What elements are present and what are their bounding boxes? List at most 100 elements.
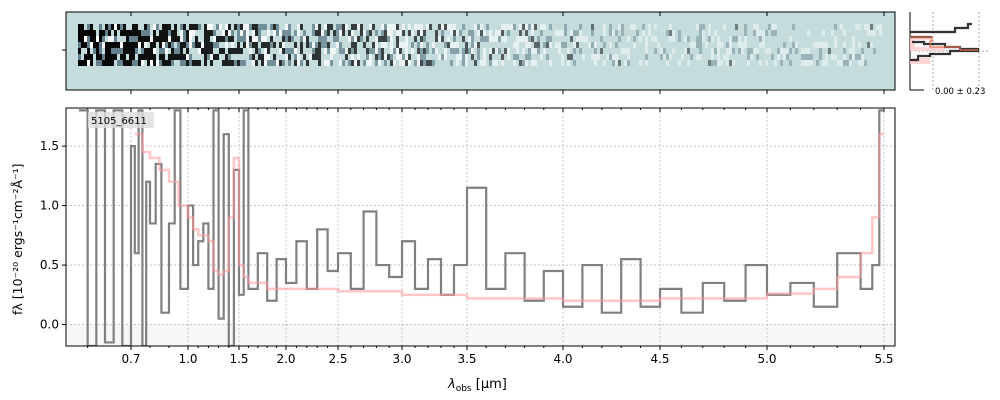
data-spectrum-line bbox=[79, 109, 884, 346]
2d-pixel bbox=[372, 42, 375, 48]
2d-pixel bbox=[90, 54, 93, 60]
2d-pixel bbox=[375, 42, 378, 48]
x-tick-label: 1.5 bbox=[229, 352, 248, 366]
2d-pixel bbox=[708, 30, 711, 36]
2d-pixel bbox=[87, 30, 90, 36]
2d-pixel bbox=[255, 36, 258, 42]
2d-pixel bbox=[759, 60, 762, 66]
2d-pixel bbox=[399, 54, 402, 60]
2d-pixel bbox=[624, 48, 627, 54]
2d-pixel bbox=[135, 42, 138, 48]
2d-pixel bbox=[159, 60, 162, 66]
side-model-line bbox=[910, 36, 978, 51]
2d-pixel bbox=[174, 48, 177, 54]
2d-pixel bbox=[717, 36, 720, 42]
2d-pixel bbox=[186, 42, 189, 48]
2d-pixel bbox=[249, 42, 252, 48]
2d-pixel bbox=[774, 30, 777, 36]
2d-pixel bbox=[216, 54, 219, 60]
2d-pixel bbox=[369, 54, 372, 60]
2d-pixel bbox=[120, 48, 123, 54]
2d-pixel bbox=[396, 54, 399, 60]
2d-pixel bbox=[759, 42, 762, 48]
2d-pixel bbox=[870, 30, 873, 36]
2d-pixel bbox=[594, 42, 597, 48]
2d-pixel bbox=[531, 60, 534, 66]
2d-pixel bbox=[357, 60, 360, 66]
2d-pixel bbox=[591, 54, 594, 60]
2d-pixel bbox=[384, 30, 387, 36]
2d-pixel bbox=[762, 42, 765, 48]
2d-pixel bbox=[162, 60, 165, 66]
2d-pixel bbox=[240, 60, 243, 66]
2d-pixel bbox=[660, 54, 663, 60]
2d-pixel bbox=[804, 54, 807, 60]
2d-pixel bbox=[633, 36, 636, 42]
2d-pixel bbox=[90, 60, 93, 66]
2d-pixel bbox=[615, 60, 618, 66]
2d-pixel bbox=[189, 54, 192, 60]
2d-pixel bbox=[423, 30, 426, 36]
2d-pixel bbox=[381, 30, 384, 36]
2d-pixel bbox=[204, 42, 207, 48]
2d-pixel bbox=[300, 60, 303, 66]
2d-pixel bbox=[123, 48, 126, 54]
2d-pixel bbox=[261, 60, 264, 66]
x-tick-label: 2.0 bbox=[276, 352, 295, 366]
2d-pixel bbox=[321, 36, 324, 42]
2d-pixel bbox=[93, 36, 96, 42]
2d-pixel bbox=[774, 24, 777, 30]
2d-pixel bbox=[420, 30, 423, 36]
2d-pixel bbox=[192, 42, 195, 48]
2d-pixel bbox=[105, 48, 108, 54]
2d-pixel bbox=[213, 54, 216, 60]
2d-pixel bbox=[306, 42, 309, 48]
2d-pixel bbox=[246, 36, 249, 42]
2d-pixel bbox=[729, 60, 732, 66]
2d-pixel bbox=[579, 48, 582, 54]
2d-pixel bbox=[417, 24, 420, 30]
2d-pixel bbox=[537, 42, 540, 48]
2d-pixel bbox=[141, 30, 144, 36]
x-axis-label-main: λ bbox=[447, 377, 456, 392]
2d-pixel bbox=[390, 36, 393, 42]
2d-pixel bbox=[117, 48, 120, 54]
2d-pixel bbox=[387, 54, 390, 60]
2d-pixel bbox=[324, 24, 327, 30]
y-axis-label: fλ [10⁻²⁰ ergs⁻¹cm⁻²Å⁻¹] bbox=[10, 163, 25, 315]
2d-pixel bbox=[405, 48, 408, 54]
2d-pixel bbox=[702, 24, 705, 30]
2d-pixel bbox=[222, 48, 225, 54]
2d-pixel bbox=[288, 36, 291, 42]
2d-pixel bbox=[195, 60, 198, 66]
2d-pixel bbox=[318, 48, 321, 54]
2d-pixel bbox=[114, 54, 117, 60]
2d-pixel bbox=[441, 54, 444, 60]
2d-pixel bbox=[456, 48, 459, 54]
2d-pixel bbox=[99, 60, 102, 66]
2d-pixel bbox=[417, 48, 420, 54]
2d-pixel bbox=[687, 60, 690, 66]
2d-pixel bbox=[477, 54, 480, 60]
2d-pixel bbox=[324, 30, 327, 36]
2d-pixel bbox=[297, 60, 300, 66]
2d-pixel bbox=[495, 30, 498, 36]
2d-pixel bbox=[285, 54, 288, 60]
2d-pixel bbox=[123, 42, 126, 48]
2d-pixel bbox=[390, 54, 393, 60]
2d-pixel bbox=[384, 42, 387, 48]
2d-pixel bbox=[297, 30, 300, 36]
2d-pixel bbox=[600, 36, 603, 42]
2d-pixel bbox=[624, 60, 627, 66]
2d-frame bbox=[65, 11, 896, 91]
2d-pixel bbox=[702, 36, 705, 42]
2d-pixel bbox=[597, 54, 600, 60]
x-tick-label: 5.5 bbox=[874, 352, 893, 366]
2d-pixel bbox=[138, 30, 141, 36]
2d-pixel bbox=[351, 36, 354, 42]
2d-pixel bbox=[759, 36, 762, 42]
2d-pixel bbox=[549, 42, 552, 48]
2d-pixel bbox=[765, 48, 768, 54]
x-tick-label: 1.0 bbox=[178, 352, 197, 366]
2d-pixel bbox=[543, 48, 546, 54]
